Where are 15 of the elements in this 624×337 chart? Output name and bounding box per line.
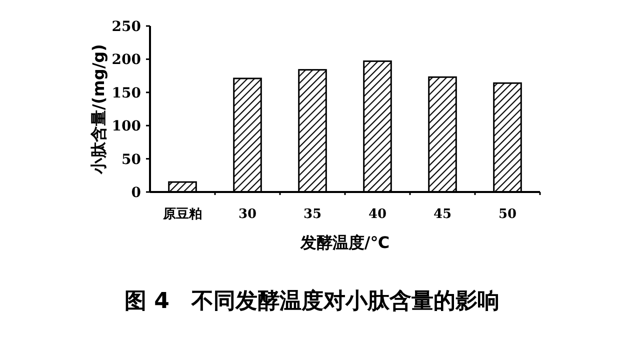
y-tick-label: 0	[131, 185, 142, 201]
text: 图 4 不同发酵温度对小肽含量的影响	[124, 288, 500, 314]
y-tick-label: 200	[112, 52, 142, 68]
y-tick-label: 150	[112, 85, 142, 102]
x-tick-label: 50	[498, 207, 517, 222]
x-tick-label: 40	[368, 207, 387, 222]
x-axis-title: 发酵温度/℃	[299, 233, 390, 252]
y-tick-label: 250	[112, 19, 142, 35]
x-tick-label: 45	[433, 207, 452, 222]
x-tick-label: 原豆粕	[162, 207, 202, 222]
x-tick-label: 30	[238, 207, 257, 222]
y-tick-label: 100	[112, 118, 142, 135]
x-tick-label: 35	[303, 207, 322, 222]
y-tick-label: 50	[122, 152, 142, 168]
y-axis-title: 小肽含量/(mg/g)	[89, 44, 108, 175]
